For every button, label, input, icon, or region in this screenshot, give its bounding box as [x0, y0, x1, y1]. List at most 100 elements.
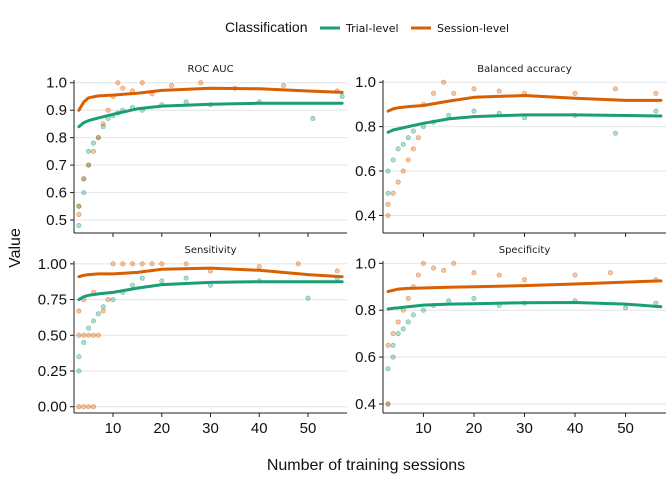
point-session-level	[572, 272, 578, 278]
point-session-level	[120, 85, 126, 91]
point-trial-level	[390, 354, 396, 360]
point-session-level	[76, 203, 82, 209]
x-tick-label: 40	[251, 420, 268, 437]
point-session-level	[400, 168, 406, 174]
point-session-level	[405, 295, 411, 301]
trend-line-trial-level	[77, 280, 344, 302]
y-tick-label: 1.0	[355, 74, 376, 91]
point-trial-level	[76, 354, 82, 360]
point-trial-level	[400, 326, 406, 332]
point-session-level	[95, 332, 101, 338]
point-session-level	[159, 261, 165, 267]
point-trial-level	[410, 312, 416, 318]
panel-title-roc-auc: ROC AUC	[187, 64, 233, 75]
x-tick-label: 30	[202, 420, 219, 437]
point-trial-level	[310, 115, 316, 121]
point-session-level	[86, 332, 92, 338]
panel-roc-auc: ROC AUC 0.5 0.6 0.7 0.8 0.9 1.0	[46, 64, 347, 237]
x-axis-title: Number of training sessions	[267, 457, 465, 474]
point-trial-level	[390, 157, 396, 163]
point-session-level	[431, 90, 437, 96]
point-session-level	[120, 261, 126, 267]
point-session-level	[149, 261, 155, 267]
y-axis-title: Value	[7, 228, 24, 268]
point-trial-level	[420, 307, 426, 313]
point-trial-level	[612, 130, 618, 136]
point-trial-level	[395, 146, 401, 152]
y-tick-label: 0.6	[46, 185, 67, 202]
point-trial-level	[385, 168, 391, 174]
point-session-level	[390, 190, 396, 196]
point-trial-level	[81, 339, 87, 345]
point-session-level	[183, 261, 189, 267]
y-tick-label: 0.50	[38, 327, 67, 344]
y-tick-label: 1.00	[38, 256, 67, 273]
y-tick-label: 0.8	[46, 130, 67, 147]
point-session-level	[415, 272, 421, 278]
y-tick-label: 0.4	[355, 207, 376, 224]
point-session-level	[139, 261, 145, 267]
point-trial-level	[81, 190, 87, 196]
point-session-level	[405, 157, 411, 163]
point-trial-level	[130, 282, 136, 288]
x-tick-label: 20	[466, 420, 483, 437]
point-session-level	[385, 342, 391, 348]
y-tick-label: 1.0	[355, 255, 376, 272]
point-session-level	[91, 332, 97, 338]
point-session-level	[76, 308, 82, 314]
point-session-level	[451, 260, 457, 266]
point-session-level	[441, 79, 447, 85]
point-session-level	[86, 162, 92, 168]
trend-line-session-level	[386, 279, 663, 293]
point-trial-level	[623, 305, 629, 311]
point-session-level	[653, 90, 659, 96]
y-tick-label: 0.00	[38, 399, 67, 416]
point-trial-level	[86, 325, 92, 331]
point-session-level	[86, 404, 92, 410]
point-session-level	[115, 80, 121, 86]
point-session-level	[81, 332, 87, 338]
trend-line-trial-level	[386, 113, 663, 134]
panel-title-specificity: Specificity	[499, 245, 551, 256]
point-trial-level	[100, 124, 106, 130]
point-session-level	[76, 212, 82, 218]
point-session-level	[572, 90, 578, 96]
point-session-level	[334, 268, 340, 274]
point-session-level	[471, 270, 477, 276]
trend-line-session-level	[77, 86, 344, 112]
y-tick-label: 0.75	[38, 292, 67, 309]
point-trial-level	[100, 304, 106, 310]
point-session-level	[496, 272, 502, 278]
point-session-level	[110, 261, 116, 267]
point-trial-level	[405, 319, 411, 325]
point-session-level	[198, 80, 204, 86]
x-tick-label: 10	[415, 420, 432, 437]
point-trial-level	[405, 135, 411, 141]
point-session-level	[256, 264, 262, 270]
point-trial-level	[183, 99, 189, 105]
point-trial-level	[653, 108, 659, 114]
y-tick-label: 0.4	[355, 396, 376, 413]
point-session-level	[139, 80, 145, 86]
point-session-level	[451, 90, 457, 96]
point-session-level	[420, 260, 426, 266]
point-session-level	[471, 86, 477, 92]
point-trial-level	[305, 295, 311, 301]
point-session-level	[281, 82, 287, 88]
point-trial-level	[471, 295, 477, 301]
point-session-level	[81, 404, 87, 410]
point-session-level	[390, 331, 396, 337]
x-tick-label: 20	[153, 420, 170, 437]
point-session-level	[105, 297, 111, 303]
point-session-level	[76, 332, 82, 338]
point-session-level	[385, 212, 391, 218]
point-trial-level	[91, 140, 97, 146]
point-session-level	[607, 270, 613, 276]
point-session-level	[395, 319, 401, 325]
x-tick-label: 50	[617, 420, 634, 437]
legend: Classification Trial-level Session-level	[225, 19, 509, 35]
point-session-level	[521, 277, 527, 283]
y-tick-label: 1.0	[46, 75, 67, 92]
point-trial-level	[390, 342, 396, 348]
